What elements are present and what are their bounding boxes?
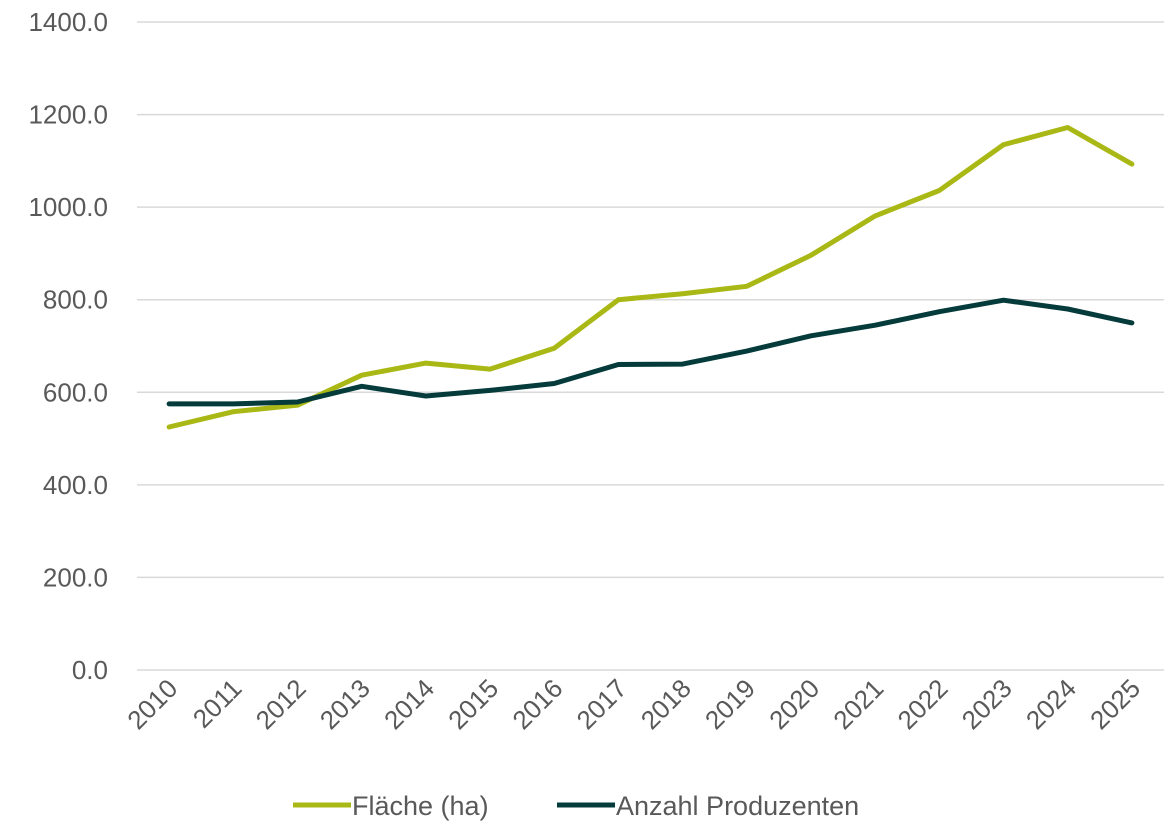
- legend-item-flaeche: Fläche (ha): [293, 791, 489, 821]
- y-tick-label: 400.0: [43, 470, 108, 500]
- x-tick-label: 2023: [956, 673, 1018, 735]
- series-line-produzenten: [166, 297, 1135, 407]
- x-tick-label: 2022: [891, 673, 953, 735]
- y-tick-label: 1400.0: [28, 7, 108, 37]
- x-tick-label: 2014: [378, 673, 440, 735]
- x-tick-label: 2017: [571, 673, 633, 735]
- x-tick-label: 2016: [506, 673, 568, 735]
- x-tick-label: 2021: [827, 673, 889, 735]
- x-tick-label: 2010: [121, 673, 183, 735]
- x-tick-label: 2019: [699, 673, 761, 735]
- x-tick-label: 2011: [187, 673, 248, 734]
- x-axis-ticks: 2010 2011 2012 2013 2014 2015 2016 2017 2018 2019…: [121, 673, 1146, 735]
- y-tick-label: 200.0: [43, 562, 108, 592]
- legend-label-flaeche: Fläche (ha): [352, 791, 489, 821]
- x-tick-label: 2025: [1084, 673, 1146, 735]
- y-axis-ticks: 0.0 200.0 400.0 600.0 800.0 1000.0 1200.0 1400.…: [28, 7, 108, 685]
- x-tick-label: 2013: [314, 673, 376, 735]
- legend-label-produzenten: Anzahl Produzenten: [616, 791, 859, 821]
- x-tick-label: 2024: [1020, 673, 1082, 735]
- y-tick-label: 800.0: [43, 285, 108, 315]
- legend: Fläche (ha) Anzahl Produzenten: [293, 791, 859, 821]
- y-tick-label: 600.0: [43, 377, 108, 407]
- y-tick-label: 0.0: [72, 655, 108, 685]
- gridlines: [137, 21, 1164, 671]
- series-line-flaeche: [166, 125, 1135, 430]
- x-tick-label: 2012: [250, 673, 312, 735]
- x-tick-label: 2018: [635, 673, 697, 735]
- series-lines: [166, 125, 1135, 430]
- x-tick-label: 2020: [763, 673, 825, 735]
- legend-item-produzenten: Anzahl Produzenten: [557, 791, 859, 821]
- x-tick-label: 2015: [442, 673, 504, 735]
- y-tick-label: 1200.0: [28, 100, 108, 130]
- y-tick-label: 1000.0: [28, 192, 108, 222]
